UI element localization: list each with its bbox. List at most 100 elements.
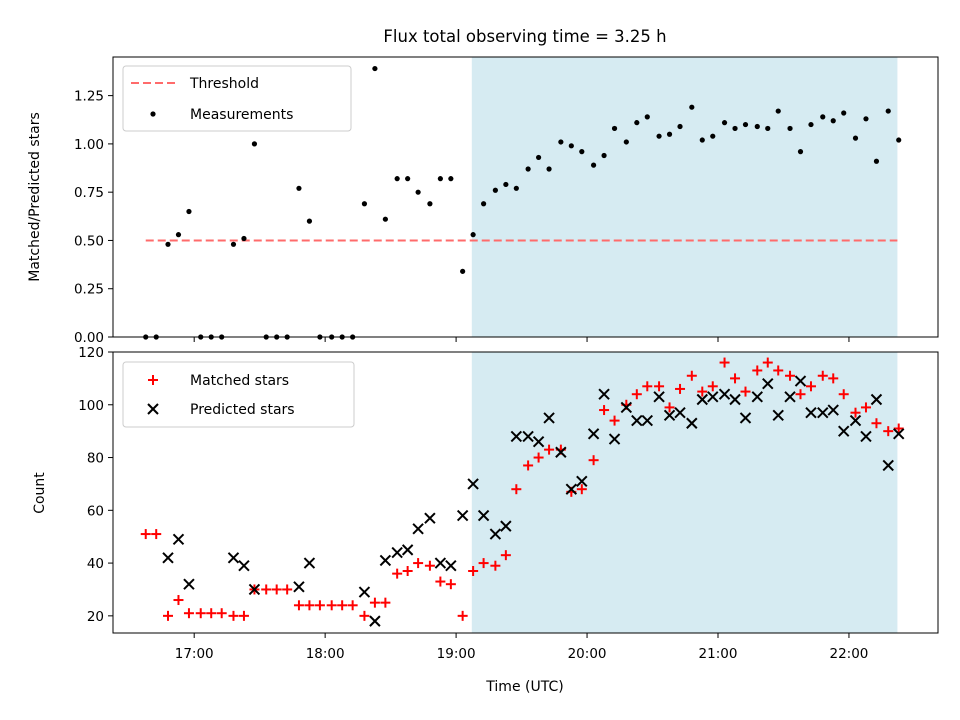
predicted-point	[817, 406, 829, 419]
measurement-point	[852, 135, 859, 141]
predicted-point	[238, 560, 250, 572]
matched-point	[435, 576, 446, 587]
count-y-tick-label: 40	[87, 556, 104, 572]
measurement-point	[820, 114, 826, 120]
measurement-point	[666, 131, 673, 137]
measurement-point	[525, 166, 531, 172]
matched-point	[314, 600, 325, 611]
matched-point	[838, 389, 849, 400]
matched-point	[850, 407, 861, 418]
matched-point	[216, 608, 227, 619]
measurement-point	[873, 158, 880, 164]
measurement-point	[546, 166, 552, 172]
x-tick-label: 21:00	[699, 646, 738, 662]
legend-predicted-swatch	[147, 403, 159, 415]
matched-point	[478, 558, 489, 569]
predicted-point	[565, 483, 578, 495]
x-tick-label: 19:00	[437, 646, 476, 662]
count-panel: 20 40 60 80 100 120 17:00 18:00 19:00 20:00 21:00 2…	[32, 345, 939, 695]
matched-point	[261, 584, 272, 595]
measurement-point	[437, 176, 443, 182]
matched-point	[675, 383, 686, 394]
matched-point	[686, 370, 697, 381]
predicted-point	[379, 554, 392, 567]
matched-point	[511, 484, 522, 495]
predicted-point	[412, 523, 424, 535]
matched-point	[785, 370, 796, 381]
matched-point	[773, 365, 784, 376]
matched-point	[271, 584, 282, 595]
matched-point	[326, 600, 337, 611]
measurement-point	[721, 120, 728, 126]
predicted-point	[303, 557, 316, 569]
matched-point	[544, 444, 555, 455]
predicted-point	[686, 417, 698, 429]
predicted-point	[707, 391, 719, 403]
predicted-point	[882, 459, 894, 472]
measurement-point	[677, 123, 683, 130]
matched-point	[719, 357, 730, 368]
predicted-point	[358, 586, 371, 598]
matched-point	[817, 370, 828, 381]
matched-point	[533, 452, 544, 463]
matched-point	[500, 550, 511, 561]
matched-point	[642, 381, 653, 392]
legend-measurements-swatch	[150, 111, 156, 117]
predicted-point	[620, 401, 633, 414]
measurement-point	[611, 125, 618, 132]
matched-point	[228, 610, 239, 621]
measurement-point	[797, 149, 804, 155]
measurement-point	[296, 185, 302, 191]
matched-point	[588, 455, 599, 466]
matched-point	[140, 529, 151, 540]
measurement-point	[863, 116, 869, 122]
matched-point	[654, 381, 665, 392]
matched-point	[282, 584, 293, 595]
predicted-point	[445, 560, 457, 572]
count-y-axis-label: Count	[32, 472, 48, 514]
measurement-point	[601, 152, 607, 159]
matched-point	[795, 389, 806, 400]
measurement-point	[165, 241, 171, 247]
predicted-point	[838, 425, 850, 437]
measurement-point	[775, 108, 781, 114]
ratio-y-tick-label: 0.75	[74, 185, 104, 201]
x-tick-label: 18:00	[306, 646, 345, 662]
count-axes-frame	[112, 351, 939, 634]
ratio-y-tick-label: 1.25	[74, 89, 104, 105]
measurement-point	[361, 201, 368, 207]
measurement-point	[568, 143, 574, 149]
matched-point	[238, 610, 249, 621]
measurement-point	[480, 201, 487, 207]
ratio-y-tick-label: 0.25	[74, 282, 104, 298]
matched-point	[860, 402, 871, 413]
ratio-y-tick-label: 0.50	[74, 233, 104, 249]
measurement-point	[765, 125, 771, 132]
measurement-point	[427, 201, 433, 207]
measurement-point	[382, 216, 388, 222]
count-y-tick-label: 120	[78, 345, 104, 361]
matched-point	[730, 373, 741, 384]
measurement-point	[732, 125, 738, 132]
matched-point	[490, 560, 501, 571]
predicted-point	[805, 406, 817, 419]
matched-point	[424, 560, 435, 571]
predicted-point	[369, 615, 381, 627]
predicted-point	[162, 552, 174, 564]
matched-point	[576, 484, 587, 495]
predicted-point	[674, 406, 686, 419]
matched-point	[828, 373, 839, 384]
predicted-point	[183, 578, 195, 590]
matched-point	[457, 610, 468, 621]
measurement-point	[230, 241, 237, 247]
measurement-point	[470, 232, 476, 238]
predicted-point	[794, 375, 807, 387]
predicted-point	[532, 436, 545, 448]
matched-point	[740, 386, 751, 397]
legend-matched-swatch	[148, 375, 158, 385]
matched-point	[206, 608, 217, 619]
matched-point	[392, 568, 403, 579]
matched-point	[871, 418, 882, 429]
ratio-y-tick-label: 0.00	[74, 330, 104, 346]
predicted-point	[489, 528, 502, 540]
